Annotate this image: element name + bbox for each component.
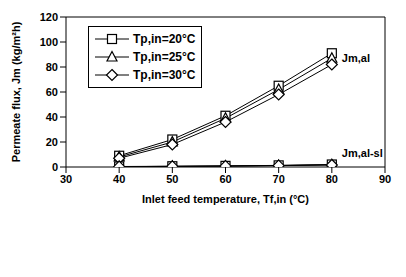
html-text:Tp,in=20°C: Tp,in=20°C bbox=[133, 32, 196, 46]
svg-text:70: 70 bbox=[273, 173, 285, 185]
svg-text:80: 80 bbox=[326, 173, 338, 185]
svg-text:80: 80 bbox=[46, 61, 58, 73]
svg-text:Permeate flux, Jm (kg/m²h): Permeate flux, Jm (kg/m²h) bbox=[10, 21, 22, 162]
svg-text:40: 40 bbox=[113, 173, 125, 185]
svg-text:60: 60 bbox=[46, 86, 58, 98]
svg-text:50: 50 bbox=[166, 173, 178, 185]
svg-text:20: 20 bbox=[46, 136, 58, 148]
svg-text:30: 30 bbox=[60, 173, 72, 185]
html-text:Tp,in=30°C: Tp,in=30°C bbox=[133, 68, 196, 82]
svg-text:120: 120 bbox=[40, 11, 58, 23]
svg-text:90: 90 bbox=[379, 173, 391, 185]
svg-text:60: 60 bbox=[219, 173, 231, 185]
svg-text:100: 100 bbox=[40, 36, 58, 48]
svg-text:Jm,al-sl: Jm,al-sl bbox=[342, 147, 383, 159]
svg-text:0: 0 bbox=[52, 161, 58, 173]
svg-text:40: 40 bbox=[46, 111, 58, 123]
html-text:Tp,in=25°C: Tp,in=25°C bbox=[133, 50, 196, 64]
svg-text:Jm,al: Jm,al bbox=[342, 52, 370, 64]
svg-text:Inlet feed temperature, Tf,in: Inlet feed temperature, Tf,in (°C) bbox=[142, 193, 309, 205]
